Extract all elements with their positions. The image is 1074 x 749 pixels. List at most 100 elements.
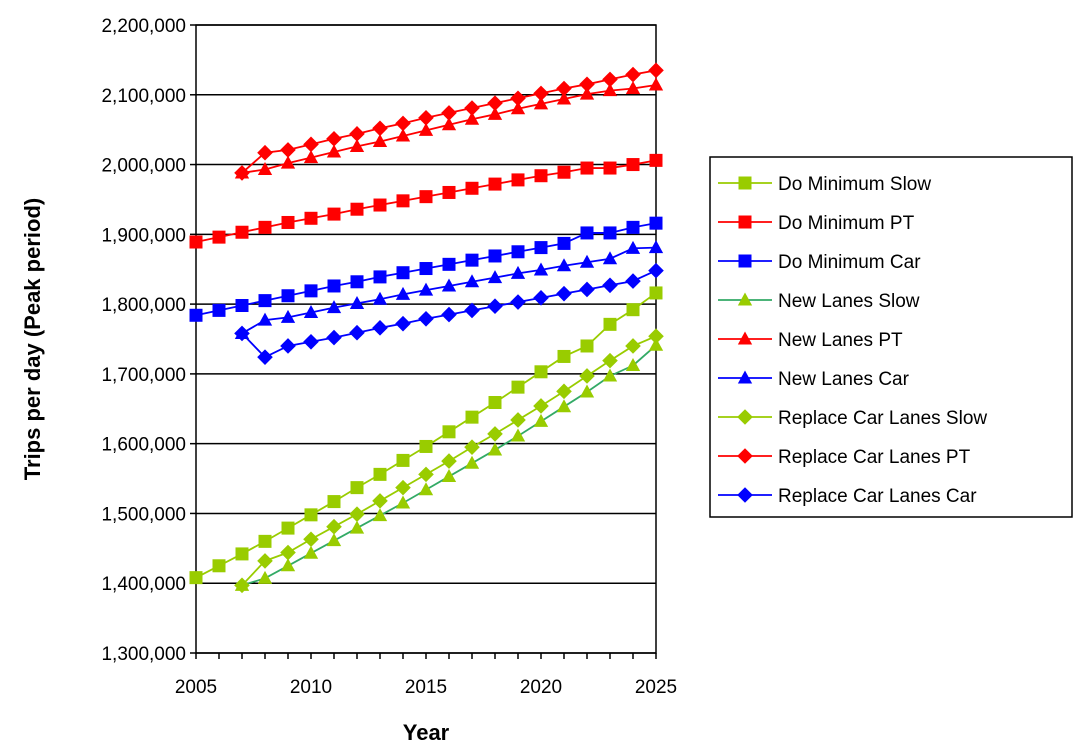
series-8 (234, 62, 664, 181)
data-point (372, 508, 388, 522)
data-point (396, 266, 410, 280)
legend: Do Minimum Slow Do Minimum PT Do Minimum C… (709, 156, 1073, 518)
data-point (556, 383, 572, 400)
data-point (625, 81, 641, 95)
data-point (441, 278, 457, 292)
data-point (648, 240, 664, 254)
data-point (580, 161, 594, 175)
data-point (350, 202, 364, 216)
data-point (212, 303, 226, 317)
data-point (280, 142, 296, 158)
series-9 (234, 262, 664, 365)
series-2 (189, 153, 663, 249)
legend-swatch-marker (737, 331, 753, 345)
data-point (280, 155, 296, 169)
x-tick-label: 2010 (290, 677, 332, 698)
data-point (418, 310, 434, 327)
data-point (373, 198, 387, 212)
data-point (464, 100, 480, 116)
data-point (465, 181, 479, 195)
data-point (304, 211, 318, 225)
data-point (395, 128, 411, 142)
data-point (487, 95, 503, 111)
y-tick-label: 1,900,000 (101, 225, 186, 246)
data-point (603, 317, 617, 331)
data-point (304, 284, 318, 298)
data-point (556, 80, 572, 97)
data-point (510, 294, 526, 310)
data-point (372, 493, 388, 509)
data-point (258, 534, 272, 548)
data-point (464, 274, 480, 288)
data-point (257, 161, 273, 175)
data-point (510, 412, 526, 428)
data-point (510, 90, 526, 107)
data-point (625, 338, 641, 354)
data-point (442, 425, 456, 439)
data-point (510, 428, 526, 442)
data-point (350, 481, 364, 495)
data-point (349, 138, 365, 152)
data-point (579, 384, 595, 398)
data-point (442, 185, 456, 199)
data-point (280, 558, 296, 572)
legend-label: New Lanes Car (778, 369, 910, 390)
data-point (326, 329, 342, 346)
data-point (580, 226, 594, 240)
y-tick-label: 1,300,000 (101, 644, 186, 665)
legend-entry: New Lanes PT (718, 330, 903, 351)
data-point (556, 285, 572, 302)
data-point (326, 144, 342, 158)
data-point (396, 194, 410, 208)
data-point (556, 91, 572, 105)
data-point (419, 190, 433, 204)
data-point (556, 258, 572, 272)
data-point (326, 300, 342, 314)
legend-label: Replace Car Lanes Slow (778, 408, 987, 429)
legend-swatch-marker (737, 292, 753, 306)
data-point (304, 508, 318, 522)
data-point (487, 426, 503, 442)
data-point (418, 482, 434, 496)
data-point (235, 547, 249, 561)
y-tick-label: 2,100,000 (101, 86, 186, 107)
data-point (235, 225, 249, 239)
data-point (235, 299, 249, 313)
data-point (511, 380, 525, 394)
x-tick-label: 2005 (175, 677, 217, 698)
data-point (579, 76, 595, 93)
data-point (326, 518, 342, 535)
y-tick-label: 1,500,000 (101, 504, 186, 525)
data-point (533, 413, 549, 427)
data-point (557, 349, 571, 363)
data-point (418, 282, 434, 296)
data-point (419, 439, 433, 453)
data-point (441, 117, 457, 131)
data-point (441, 306, 457, 323)
data-point (465, 410, 479, 424)
data-point (625, 273, 641, 289)
series-3 (189, 216, 663, 322)
data-point (281, 215, 295, 229)
data-point (372, 291, 388, 305)
data-point (326, 130, 342, 147)
data-point (349, 520, 365, 534)
data-point (418, 466, 434, 483)
data-point (648, 62, 664, 79)
data-point (257, 144, 273, 161)
legend-box (709, 156, 1073, 518)
y-axis: 1,300,000 1,400,000 1,500,000 1,600,000 1,70… (101, 16, 196, 665)
data-point (303, 333, 319, 350)
data-point (602, 71, 618, 88)
data-point (534, 169, 548, 183)
data-point (557, 165, 571, 179)
series-layer (189, 62, 664, 594)
legend-label: New Lanes PT (778, 330, 903, 351)
data-point (441, 105, 457, 121)
series-6 (234, 240, 664, 339)
legend-items: Do Minimum Slow Do Minimum PT Do Minimum C… (718, 174, 987, 507)
y-tick-label: 1,700,000 (101, 365, 186, 386)
data-point (602, 368, 618, 382)
data-point (579, 281, 595, 298)
data-point (488, 177, 502, 191)
